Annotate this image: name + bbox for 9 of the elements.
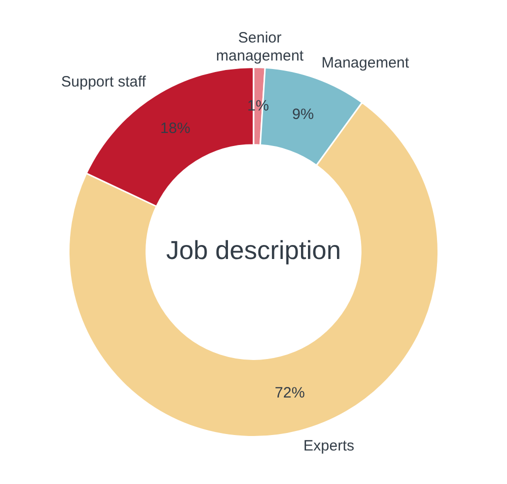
data-label: 18% <box>160 120 190 137</box>
data-label: 9% <box>292 106 314 123</box>
data-label: 1% <box>247 97 269 114</box>
slice-label: Management <box>322 54 410 72</box>
slice-label: Experts <box>303 438 354 455</box>
data-label: 72% <box>274 384 305 402</box>
text: Job description <box>166 235 341 266</box>
slice-label: Senior management <box>216 29 304 64</box>
slice-label: Support staff <box>61 74 147 91</box>
